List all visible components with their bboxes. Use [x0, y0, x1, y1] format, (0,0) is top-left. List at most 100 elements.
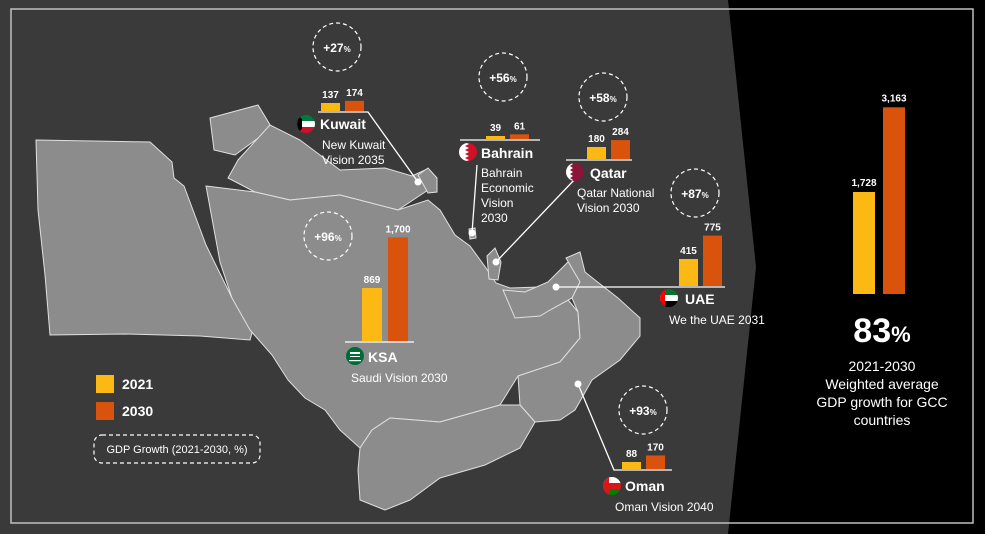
kuwait-value-2030: 174	[346, 88, 363, 99]
map-yemen	[357, 404, 536, 511]
uae-flag-icon	[660, 289, 678, 307]
ksa-name: KSA	[368, 349, 398, 365]
ksa-bar-2021	[362, 288, 382, 341]
outer-border	[10, 8, 974, 524]
uae-name: UAE	[685, 291, 715, 307]
summary-line-4: countries	[854, 412, 911, 428]
connector-dots	[414, 178, 582, 388]
summary-big-number: 83%	[853, 312, 910, 350]
gcc-bar-2030	[883, 107, 905, 294]
oman-value-2021: 88	[626, 449, 638, 460]
kuwait-name: Kuwait	[320, 116, 366, 132]
kuwait-growth-circle	[312, 22, 362, 72]
qatar-dot	[492, 258, 500, 266]
map-kuwait	[417, 167, 438, 194]
legend-growth-box	[93, 434, 261, 464]
map-levant	[209, 104, 273, 156]
kuwait-bar-2030	[345, 100, 364, 111]
summary-line-2: Weighted average	[825, 376, 939, 392]
kuwait-dot	[414, 178, 422, 186]
oman-dot	[574, 380, 582, 388]
ksa-value-2021: 869	[364, 275, 381, 286]
oman-flag-icon	[603, 477, 621, 495]
qatar-vision-2: Vision 2030	[577, 201, 640, 215]
qatar-value-2021: 180	[588, 134, 605, 145]
bahrain-name: Bahrain	[481, 145, 533, 161]
oman-name: Oman	[625, 478, 665, 494]
oman-value-2030: 170	[647, 442, 664, 453]
uae-growth-label: +87%	[681, 187, 708, 201]
growth-circles	[303, 22, 720, 435]
bahrain-vision-4: 2030	[481, 211, 508, 225]
uae-bar-2021	[679, 259, 698, 286]
summary-line-1: 2021-2030	[849, 358, 916, 374]
oman-bar-2021	[622, 462, 641, 469]
flag-uae	[660, 289, 678, 307]
legend-label-2030: 2030	[122, 403, 153, 419]
kuwait-growth-label: +27%	[323, 41, 350, 55]
ksa-growth-label: +96%	[314, 230, 341, 244]
ksa-growth-circle	[303, 211, 353, 261]
qatar-vision-1: Qatar National	[577, 186, 654, 200]
uae-bar-2030	[703, 235, 722, 286]
legend: 2021 2030 GDP Growth (2021-2030, %)	[93, 375, 261, 464]
uae-value-2021: 415	[680, 246, 697, 257]
ksa-bar-2030	[388, 237, 408, 341]
qatar-growth-label: +58%	[589, 91, 616, 105]
gcc-value-2030: 3,163	[881, 93, 906, 104]
oman-growth-circle	[618, 385, 668, 435]
oman-connector	[577, 383, 672, 471]
kuwait-vision-2: Vision 2035	[322, 153, 385, 167]
ksa-value-2030: 1,700	[385, 224, 410, 235]
kuwait-value-2021: 137	[322, 90, 339, 101]
uae-value-2030: 775	[704, 223, 721, 234]
bahrain-vision-1: Bahrain	[481, 166, 522, 180]
bahrain-vision-3: Vision	[481, 196, 513, 210]
oman-growth-label: +93%	[629, 404, 656, 418]
country-bars: 137 174 39 61 180 284 415 775 869 1,700 88 170	[321, 88, 722, 469]
ksa-vision: Saudi Vision 2030	[351, 371, 448, 385]
kuwait-bar-2021	[321, 103, 340, 111]
qatar-name: Qatar	[590, 165, 627, 181]
bahrain-connector-down	[471, 164, 478, 234]
bahrain-value-2030: 61	[514, 121, 526, 132]
flag-oman	[603, 477, 621, 495]
map-oman	[517, 251, 641, 423]
legend-swatch-2030	[96, 402, 114, 420]
legend-growth-label: GDP Growth (2021-2030, %)	[106, 444, 247, 456]
summary-panel: 1,728 3,163 83% 2021-2030 Weighted averag…	[10, 0, 985, 534]
qatar-growth-circle	[578, 72, 628, 122]
legend-label-2021: 2021	[122, 376, 153, 392]
gcc-value-2021: 1,728	[851, 178, 876, 189]
bahrain-flag-icon	[459, 143, 477, 161]
summary-big-value: 83	[853, 312, 891, 350]
qatar-value-2030: 284	[612, 127, 629, 138]
gcc-total-bars: 1,728 3,163	[851, 93, 907, 294]
bahrain-growth-label: +56%	[489, 71, 516, 85]
flag-saudi	[346, 347, 364, 365]
kuwait-vision-1: New Kuwait	[322, 138, 386, 152]
gcc-bar-2021	[853, 192, 875, 294]
bahrain-bar-2021	[486, 136, 505, 139]
oman-bar-2030	[646, 455, 665, 469]
bahrain-value-2021: 39	[490, 123, 502, 134]
qatar-bar-2021	[587, 147, 606, 159]
qatar-bar-2030	[611, 140, 630, 159]
bahrain-bar-2030	[510, 134, 529, 139]
kuwait-connector	[318, 111, 419, 183]
oman-vision: Oman Vision 2040	[615, 500, 714, 514]
qatar-connector-down	[495, 177, 577, 263]
saudi-flag-icon	[346, 347, 364, 365]
connectors	[318, 111, 725, 471]
growth-labels: +27% +56% +58% +87% +96% +93%	[314, 41, 708, 418]
bahrain-vision-2: Economic	[481, 181, 534, 195]
summary-big-unit: %	[891, 322, 911, 347]
bahrain-dot	[468, 229, 476, 237]
summary-line-3: GDP growth for GCC	[816, 394, 947, 410]
uae-vision: We the UAE 2031	[669, 313, 765, 327]
bahrain-growth-circle	[478, 52, 528, 102]
flag-bahrain	[459, 143, 477, 161]
uae-growth-circle	[670, 168, 720, 218]
uae-dot	[552, 283, 560, 291]
